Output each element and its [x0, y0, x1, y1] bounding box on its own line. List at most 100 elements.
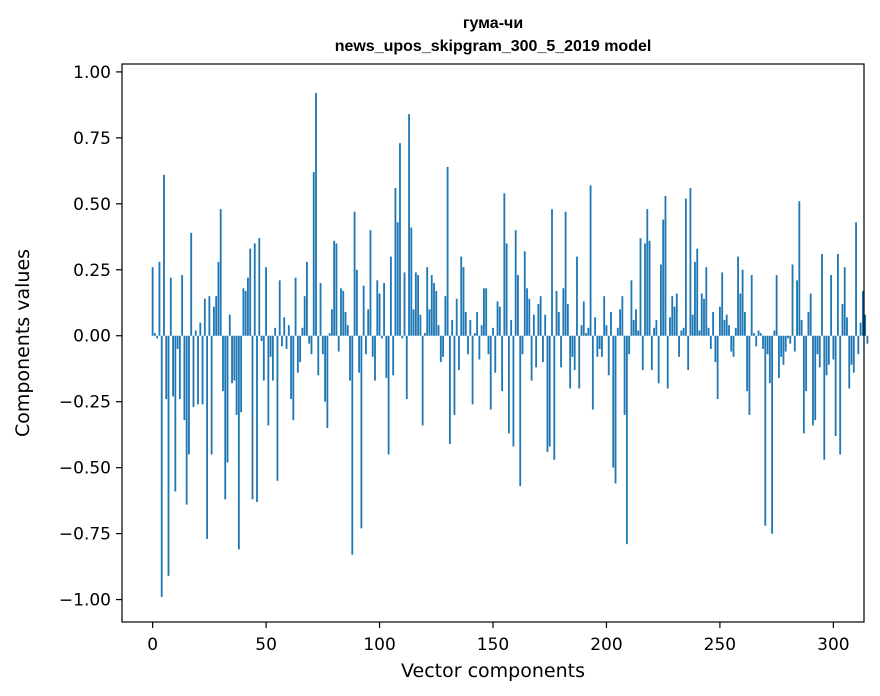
bar — [741, 269, 744, 336]
bar — [235, 335, 238, 415]
bar — [494, 335, 497, 373]
bar — [163, 174, 165, 336]
bar — [417, 275, 420, 336]
bar — [242, 288, 245, 336]
bar — [365, 335, 367, 355]
bar — [249, 248, 252, 336]
bar — [523, 251, 526, 336]
bar — [394, 188, 397, 336]
bar — [778, 335, 780, 378]
bar — [308, 335, 311, 344]
bar — [446, 166, 449, 336]
bar — [319, 282, 322, 336]
bar — [576, 256, 578, 336]
bar — [485, 288, 488, 336]
bar — [673, 306, 676, 336]
bar — [201, 335, 204, 405]
bar — [748, 335, 751, 415]
bar — [194, 330, 197, 336]
bar — [530, 335, 533, 381]
bar — [852, 335, 855, 373]
bar — [160, 335, 163, 597]
bar — [183, 335, 186, 421]
bar — [278, 280, 281, 336]
bar — [276, 335, 279, 481]
bar — [178, 335, 181, 400]
bar — [630, 280, 633, 336]
bar — [698, 330, 701, 336]
bar — [387, 335, 390, 455]
bar — [807, 312, 810, 336]
bar — [403, 272, 406, 336]
bar — [212, 306, 215, 336]
bar — [237, 335, 240, 550]
bar — [489, 335, 492, 410]
bar — [557, 312, 560, 336]
bar — [399, 143, 401, 336]
bar — [526, 288, 528, 336]
bar — [473, 333, 476, 336]
bar — [337, 335, 340, 352]
bar — [283, 317, 286, 336]
bar — [328, 333, 331, 336]
bar — [614, 335, 617, 484]
bar — [453, 335, 456, 415]
y-tick-label: −0.75 — [59, 525, 111, 545]
bar — [197, 335, 199, 405]
bar — [487, 335, 490, 355]
bar — [519, 335, 522, 487]
bar — [301, 327, 304, 336]
bar — [203, 298, 206, 336]
bar — [809, 293, 812, 336]
bar — [285, 335, 288, 349]
bar — [507, 335, 510, 434]
bar — [743, 312, 746, 336]
bar — [734, 327, 737, 336]
x-tick-label: 50 — [255, 635, 277, 655]
bar — [716, 335, 719, 400]
bar — [222, 335, 224, 392]
bar — [258, 238, 261, 336]
bar — [299, 335, 302, 363]
bar — [458, 335, 460, 371]
bar — [823, 335, 826, 460]
bar — [253, 243, 256, 336]
bar — [247, 277, 249, 336]
x-tick-label: 250 — [704, 635, 736, 655]
bar — [483, 288, 485, 336]
bar — [374, 335, 376, 381]
bar — [782, 335, 785, 365]
bar — [771, 335, 774, 534]
y-axis-ticks: −1.00 −0.75 −0.50 −0.25 0.00 0.25 0.50 0.75 1.00 — [59, 63, 122, 611]
bar — [292, 335, 295, 421]
bar — [653, 327, 656, 336]
bar — [671, 296, 674, 336]
bar — [560, 335, 562, 368]
bar — [843, 267, 846, 336]
bar — [448, 335, 451, 444]
bar — [675, 293, 678, 336]
bar — [199, 322, 202, 336]
y-axis-label: Components values — [12, 249, 34, 437]
bar — [244, 290, 247, 336]
bar — [228, 314, 231, 336]
bar — [430, 275, 433, 336]
bar — [821, 253, 823, 336]
bar — [605, 325, 608, 336]
bar — [644, 243, 646, 336]
bar — [857, 335, 860, 355]
bar — [850, 335, 853, 365]
bar — [367, 309, 370, 336]
bar — [755, 335, 758, 347]
bar — [768, 335, 771, 384]
bar — [791, 264, 794, 336]
bar — [669, 317, 671, 336]
bar — [762, 335, 764, 349]
bar — [267, 335, 270, 426]
bar — [694, 261, 696, 336]
bar — [401, 335, 404, 339]
bar — [219, 209, 222, 336]
bar — [780, 335, 783, 357]
bar — [689, 188, 692, 336]
